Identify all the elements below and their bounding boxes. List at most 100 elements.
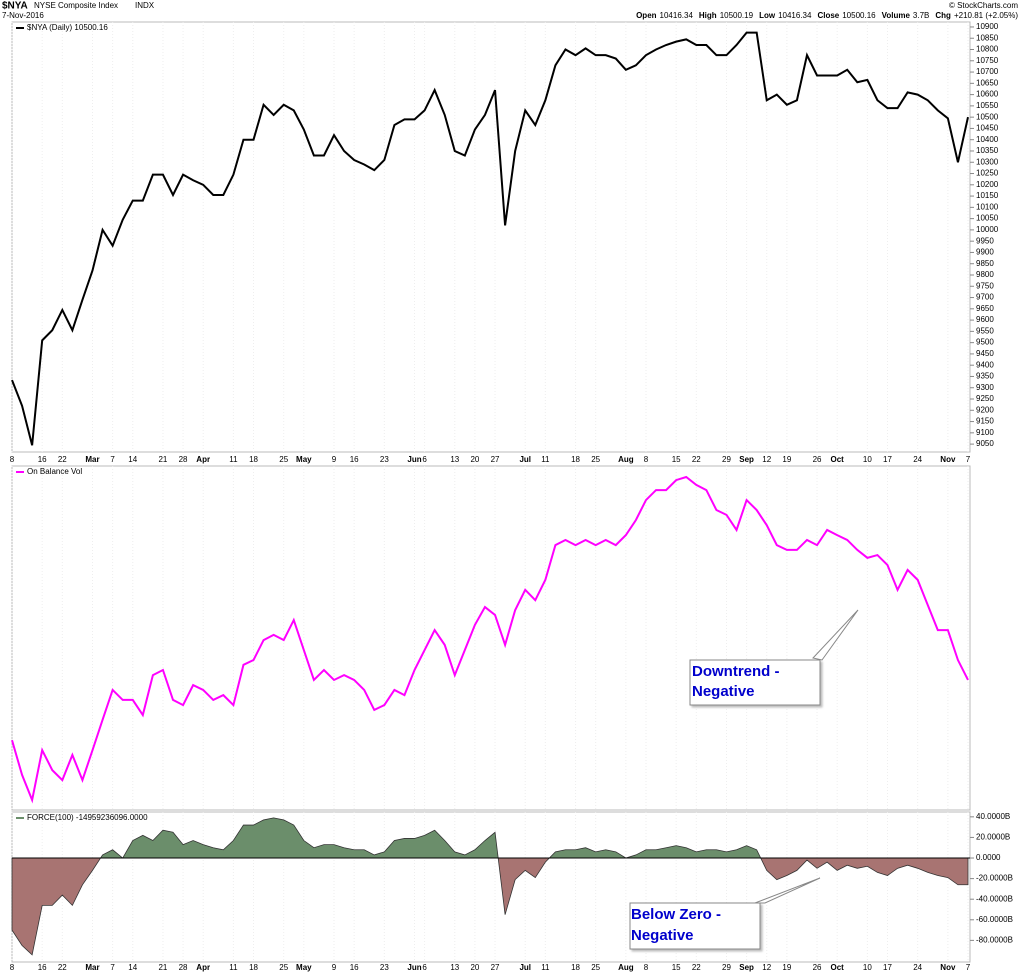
y-tick-label: 10750 bbox=[976, 56, 999, 65]
x-tick-label: 9 bbox=[332, 455, 337, 464]
annotation: Downtrend - bbox=[692, 663, 780, 680]
y-tick-label: 10300 bbox=[976, 157, 999, 166]
x-tick-label: 12 bbox=[762, 963, 771, 972]
x-tick-label: 6 bbox=[422, 963, 427, 972]
y-tick-label: 10850 bbox=[976, 33, 999, 42]
y-tick-label: 9650 bbox=[976, 304, 994, 313]
y-tick-label: 10600 bbox=[976, 90, 999, 99]
y-tick-label: 9150 bbox=[976, 417, 994, 426]
quote-value: 3.7B bbox=[913, 11, 929, 20]
y-tick-label: 10150 bbox=[976, 191, 999, 200]
x-tick-label: 11 bbox=[541, 455, 550, 464]
quote-label: Chg bbox=[935, 11, 951, 20]
x-tick-label: Jul bbox=[519, 455, 531, 464]
x-tick-label: 18 bbox=[249, 455, 258, 464]
callout-obv: Downtrend - Negative bbox=[689, 609, 859, 706]
y-tick-label: 9750 bbox=[976, 281, 994, 290]
x-tick-label: 14 bbox=[128, 455, 137, 464]
x-tick-label: Sep bbox=[739, 963, 754, 972]
y-tick-label: -80.0000B bbox=[976, 935, 1013, 944]
y-tick-label: 9250 bbox=[976, 394, 994, 403]
y-tick-label: 9350 bbox=[976, 372, 994, 381]
x-tick-label: 26 bbox=[813, 455, 822, 464]
x-tick-label: 21 bbox=[158, 963, 167, 972]
x-tick-label: 25 bbox=[279, 455, 288, 464]
quote-value: 10500.16 bbox=[842, 11, 876, 20]
marks: 8 8 16 16 22 22 Mar Mar 7 7 14 14 21 21 28 28 Apr Apr 11 11… bbox=[10, 22, 1013, 972]
y-tick-label: 9800 bbox=[976, 270, 994, 279]
y-tick-label: 9200 bbox=[976, 405, 994, 414]
y-tick-label: 10200 bbox=[976, 180, 999, 189]
y-tick-label: 9300 bbox=[976, 383, 994, 392]
x-tick-label: 12 bbox=[762, 455, 771, 464]
legend-label: On Balance Vol bbox=[27, 467, 82, 476]
x-tick-label: 19 bbox=[782, 455, 791, 464]
x-tick-label: 27 bbox=[491, 455, 500, 464]
x-tick-label: May bbox=[296, 455, 312, 464]
quote-value: 10416.34 bbox=[660, 11, 694, 20]
x-tick-label: Nov bbox=[940, 963, 956, 972]
x-tick-label: 16 bbox=[350, 963, 359, 972]
y-tick-label: 9450 bbox=[976, 349, 994, 358]
x-tick-label: 29 bbox=[722, 963, 731, 972]
x-tick-label: 11 bbox=[229, 455, 238, 464]
y-tick-label: 10800 bbox=[976, 45, 999, 54]
x-tick-label: Apr bbox=[196, 455, 210, 464]
x-tick-label: 16 bbox=[38, 963, 47, 972]
x-tick-label: 20 bbox=[470, 963, 479, 972]
x-tick-label: Aug bbox=[618, 963, 634, 972]
x-tick-label: Jun bbox=[407, 963, 421, 972]
x-tick-label: 7 bbox=[110, 455, 115, 464]
x-tick-label: 28 bbox=[179, 963, 188, 972]
x-tick-label: 25 bbox=[591, 455, 600, 464]
quote-label: Low bbox=[759, 11, 776, 20]
y-tick-label: 9850 bbox=[976, 259, 994, 268]
y-tick-label: 0.0000 bbox=[976, 853, 1001, 862]
x-tick-label: 18 bbox=[571, 455, 580, 464]
x-tick-label: 18 bbox=[249, 963, 258, 972]
x-tick-label: 14 bbox=[128, 963, 137, 972]
x-tick-label: 11 bbox=[229, 963, 238, 972]
index-name: NYSE Composite Index bbox=[34, 1, 118, 10]
series-line bbox=[11, 31, 969, 446]
y-tick-label: -60.0000B bbox=[976, 915, 1013, 924]
x-tick-label: 15 bbox=[672, 963, 681, 972]
credit: © StockCharts.com bbox=[949, 1, 1018, 10]
x-tick-label: 22 bbox=[58, 455, 67, 464]
x-tick-label: 16 bbox=[38, 455, 47, 464]
x-tick-label: 26 bbox=[813, 963, 822, 972]
y-tick-label: 9600 bbox=[976, 315, 994, 324]
x-tick-label: 8 bbox=[10, 963, 15, 972]
x-tick-label: 8 bbox=[10, 455, 15, 464]
quote-label: Close bbox=[817, 11, 839, 20]
x-tick-label: 21 bbox=[158, 455, 167, 464]
y-tick-label: 10100 bbox=[976, 202, 999, 211]
x-tick-label: 22 bbox=[692, 963, 701, 972]
force-panel bbox=[11, 811, 971, 963]
symbol: $NYA bbox=[2, 1, 28, 12]
y-tick-label: 40.0000B bbox=[976, 812, 1010, 821]
y-tick-label: 10050 bbox=[976, 214, 999, 223]
x-tick-label: 23 bbox=[380, 963, 389, 972]
x-tick-label: 8 bbox=[644, 455, 649, 464]
y-tick-label: 9550 bbox=[976, 326, 994, 335]
x-tick-label: 15 bbox=[672, 455, 681, 464]
x-tick-label: 17 bbox=[883, 455, 892, 464]
annotation: Negative bbox=[631, 927, 694, 944]
y-tick-label: 9050 bbox=[976, 439, 994, 448]
y-tick-label: 9100 bbox=[976, 428, 994, 437]
x-tick-label: 13 bbox=[450, 455, 459, 464]
x-tick-label: 6 bbox=[422, 455, 427, 464]
x-tick-label: Mar bbox=[85, 455, 99, 464]
x-tick-label: 16 bbox=[350, 455, 359, 464]
x-tick-label: 23 bbox=[380, 455, 389, 464]
x-tick-label: 9 bbox=[332, 963, 337, 972]
x-tick-label: 10 bbox=[863, 455, 872, 464]
quote-label: Open bbox=[636, 11, 657, 20]
x-tick-label: 19 bbox=[782, 963, 791, 972]
x-tick-label: 7 bbox=[966, 963, 971, 972]
y-tick-label: 9700 bbox=[976, 293, 994, 302]
